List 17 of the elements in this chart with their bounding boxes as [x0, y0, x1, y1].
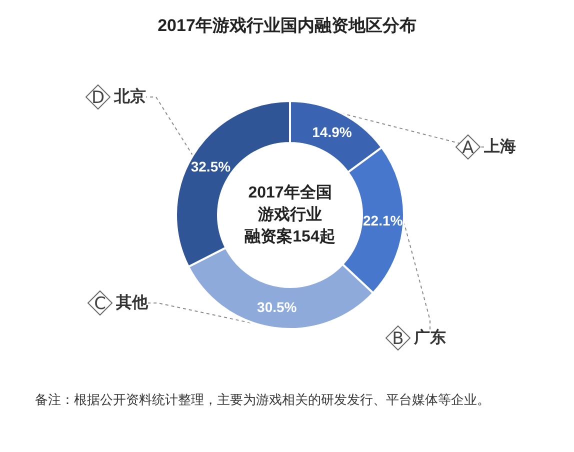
slice-label: 北京 — [113, 88, 146, 106]
data-label: 30.5% — [257, 299, 298, 316]
chart-title: 2017年游戏行业国内融资地区分布 — [158, 16, 416, 35]
text: 2017年全国 — [248, 184, 332, 202]
text: 游戏行业 — [257, 206, 322, 224]
text: 融资案154起 — [244, 226, 336, 246]
data-label: 32.5% — [190, 158, 232, 174]
text: A — [462, 138, 474, 158]
text: C — [94, 294, 106, 314]
text: B — [392, 329, 404, 349]
data-label: 14.9% — [312, 124, 352, 140]
slice-label: 上海 — [483, 138, 516, 156]
text: 备注：根据公开资料统计整理，主要为游戏相关的研发发行、平台媒体等企业。 — [35, 392, 491, 410]
slice-label: 广东 — [413, 328, 446, 346]
text: D — [91, 88, 105, 108]
data-label: 22.1% — [362, 212, 404, 229]
slice-label: 其他 — [115, 294, 149, 312]
